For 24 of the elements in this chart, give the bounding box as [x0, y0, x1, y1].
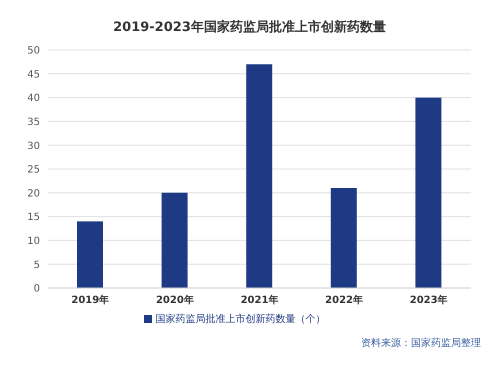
- y-tick-label: 5: [34, 260, 40, 271]
- x-tick-label: 2021年: [240, 294, 278, 306]
- y-tick-label: 50: [27, 46, 40, 57]
- y-tick-label: 30: [27, 140, 40, 152]
- y-tick-label: 10: [27, 236, 40, 247]
- bar: [77, 221, 103, 288]
- y-tick-label: 45: [27, 69, 40, 80]
- bar: [162, 192, 188, 288]
- bar: [415, 98, 442, 288]
- y-tick-label: 40: [27, 93, 40, 104]
- x-tick-label: 2020年: [156, 294, 194, 306]
- y-tick-label: 25: [27, 164, 40, 176]
- x-tick-label: 2022年: [325, 294, 364, 306]
- bar: [246, 64, 272, 288]
- y-tick-label: 20: [27, 188, 40, 200]
- text: 资料来源：国家药监局整理: [360, 336, 482, 350]
- x-tick-label: 2023年: [410, 294, 448, 306]
- y-tick-label: 35: [27, 116, 40, 128]
- y-tick-label: 0: [34, 284, 40, 295]
- chart-title: 2019-2023年国家药监局批准上市创新药数量: [112, 18, 387, 37]
- bar: [330, 188, 357, 288]
- x-tick-label: 2019年: [71, 294, 110, 306]
- y-tick-label: 15: [27, 212, 40, 224]
- legend-label: 国家药监局批准上市创新药数量（个）: [156, 314, 326, 325]
